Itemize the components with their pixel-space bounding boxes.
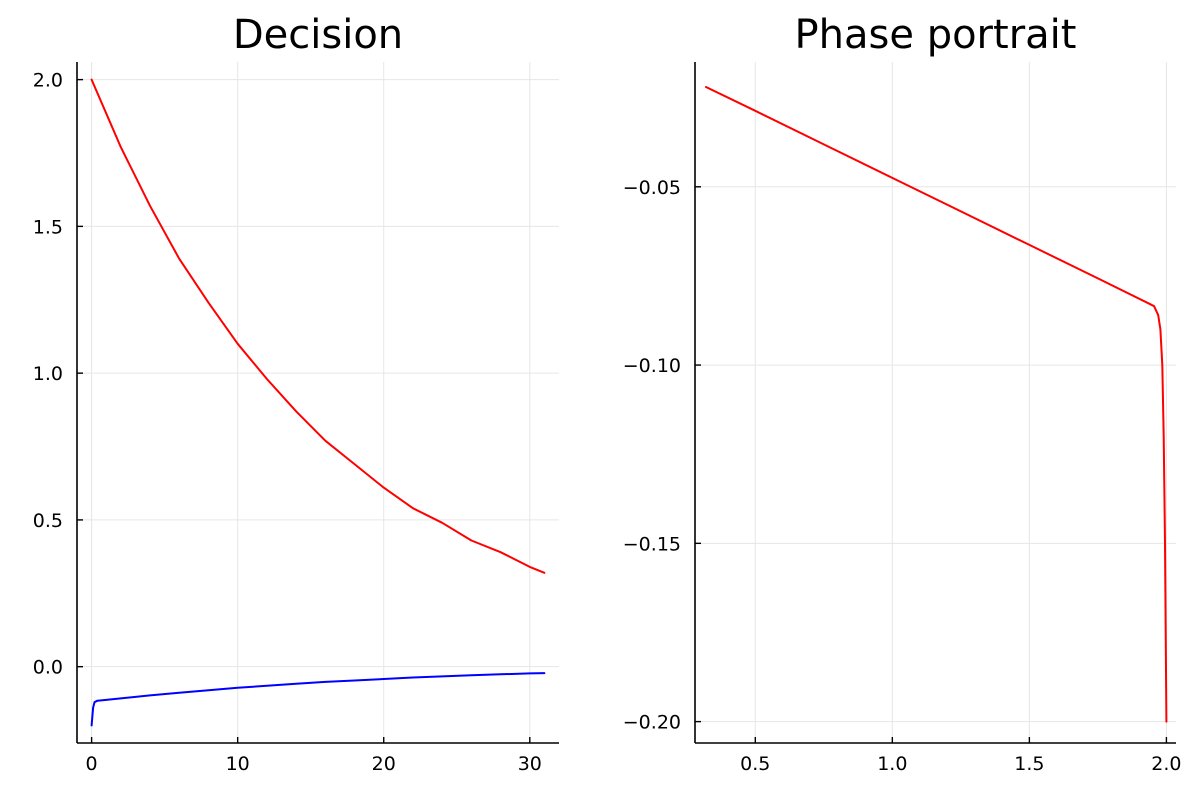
phase-portrait-y-gridlines <box>695 186 1176 723</box>
decision-series-line-1 <box>90 78 546 574</box>
decision-x-tick-label: 30 <box>518 753 542 775</box>
decision-y-ticks: 0.0 0.5 1.0 1.5 2.0 <box>33 70 83 679</box>
phase-portrait-y-tick-label: −0.20 <box>623 712 681 734</box>
decision-series-line-2 <box>90 672 546 727</box>
decision-y-tick-label: 1.0 <box>33 363 63 385</box>
phase-portrait-x-tick-label: 2.0 <box>1151 753 1181 775</box>
phase-portrait-y-tick-label: −0.05 <box>623 177 681 199</box>
phase-portrait-y-ticks: −0.20 −0.15 −0.10 −0.05 <box>623 177 701 734</box>
phase-portrait-x-ticks: 0.5 1.0 1.5 2.0 <box>740 737 1182 775</box>
decision-y-tick-label: 0.0 <box>33 657 63 679</box>
phase-portrait-series <box>705 86 1168 723</box>
decision-x-tick-label: 0 <box>86 753 98 775</box>
decision-y-tick-label: 0.5 <box>33 510 63 532</box>
phase-portrait-title: Phase portrait <box>795 12 1077 58</box>
phase-portrait-subplot: 0.5 1.0 1.5 2.0 −0.20 −0.15 −0.10 −0.05 Phase … <box>623 12 1182 775</box>
phase-portrait-x-tick-label: 1.5 <box>1014 753 1044 775</box>
decision-x-tick-label: 20 <box>372 753 396 775</box>
phase-portrait-y-tick-label: −0.15 <box>623 533 681 555</box>
decision-x-ticks: 0 10 20 30 <box>86 737 542 775</box>
phase-portrait-x-tick-label: 1.0 <box>877 753 907 775</box>
phase-portrait-x-tick-label: 0.5 <box>740 753 770 775</box>
decision-y-tick-label: 2.0 <box>33 70 63 92</box>
decision-x-gridlines <box>91 62 531 743</box>
decision-x-tick-label: 10 <box>226 753 250 775</box>
decision-title: Decision <box>233 12 403 58</box>
phase-portrait-y-tick-label: −0.10 <box>623 355 681 377</box>
decision-y-gridlines <box>77 79 559 668</box>
decision-y-tick-label: 1.5 <box>33 216 63 238</box>
decision-series <box>90 78 546 727</box>
phase-portrait-series-line-1 <box>705 86 1168 723</box>
decision-subplot: 0 10 20 30 0.0 0.5 1.0 1.5 2.0 Decision <box>33 12 559 775</box>
